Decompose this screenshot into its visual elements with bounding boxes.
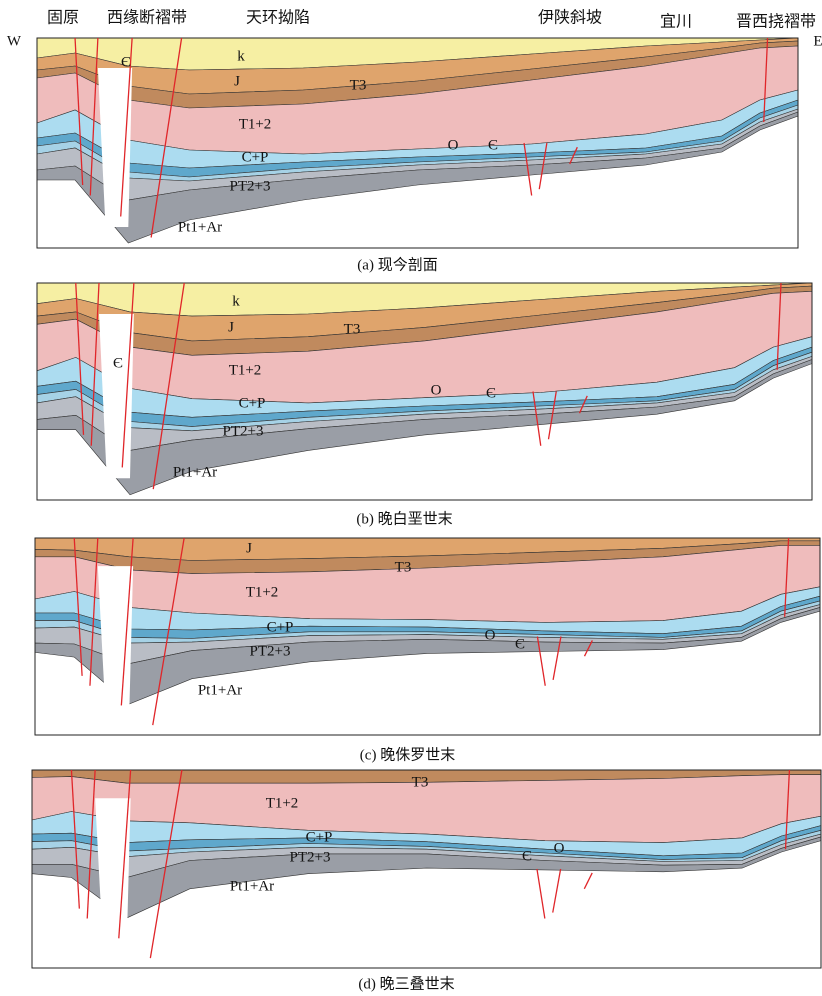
layer-label: T1+2 [239, 116, 272, 132]
layer-label: T3 [350, 77, 367, 93]
fault [763, 37, 769, 123]
layer-label: T1+2 [229, 362, 262, 378]
fault [121, 282, 135, 468]
region-label: 晋西挠褶带 [736, 12, 816, 31]
layer-label: k [237, 48, 245, 64]
region-label: 宜川 [660, 12, 692, 31]
fault [75, 282, 85, 435]
layer-label: T3 [344, 321, 361, 337]
fault [532, 391, 542, 446]
fault [86, 769, 96, 919]
layer-label: C+P [306, 829, 333, 845]
fault [150, 37, 183, 238]
section-frame [36, 282, 813, 501]
fault [547, 391, 557, 440]
layer-label: Є [488, 137, 498, 153]
layer-label: Є [522, 848, 532, 864]
section-frame [36, 37, 799, 249]
layer-label: T1+2 [246, 584, 279, 600]
layer-label: Є [486, 385, 496, 401]
layer-label: Pt1+Ar [198, 682, 242, 698]
layer-label: C+P [242, 149, 269, 165]
layer-label: O [485, 627, 496, 643]
layer-label: C+P [239, 395, 266, 411]
region-label: 西缘断褶带 [107, 8, 187, 27]
fault-gap [99, 314, 134, 479]
fault [74, 37, 84, 186]
layer-label: T3 [395, 559, 412, 575]
section-frame [34, 537, 821, 736]
fault [120, 537, 134, 706]
fault [583, 640, 593, 657]
fault [120, 37, 133, 217]
layer-label: J [234, 73, 240, 89]
fault [578, 395, 588, 414]
layer-label: C+P [267, 619, 294, 635]
fault [776, 282, 782, 370]
fault [73, 537, 83, 676]
layer-label: O [448, 137, 459, 153]
fault [784, 769, 791, 850]
fault [89, 37, 99, 196]
fault [149, 769, 183, 959]
region-label: 伊陕斜坡 [538, 8, 602, 27]
layer-label: Є [113, 355, 123, 371]
layer-label: T1+2 [266, 795, 299, 811]
fault [523, 142, 533, 196]
panel-caption: (a) 现今剖面 [357, 256, 437, 273]
layer-label: PT2+3 [290, 849, 331, 865]
layer-label: PT2+3 [223, 423, 264, 439]
layer-label: PT2+3 [230, 178, 271, 194]
fault [536, 868, 546, 919]
fault [569, 146, 578, 165]
panel-caption: (b) 晚白垩世末 [356, 510, 452, 527]
fault [552, 868, 562, 913]
layer-label: Pt1+Ar [173, 464, 217, 480]
direction-label: E [813, 33, 822, 49]
direction-label: W [7, 33, 22, 49]
layer-label: O [554, 840, 565, 856]
layer-label: Pt1+Ar [178, 219, 222, 235]
fault-gap [95, 798, 131, 949]
layer-label: PT2+3 [250, 643, 291, 659]
layer-label: O [431, 382, 442, 398]
layer-label: k [232, 293, 240, 309]
panel-caption: (c) 晚侏罗世末 [360, 746, 455, 763]
fault [552, 636, 562, 680]
fault [152, 537, 185, 726]
layer-label: J [228, 319, 234, 335]
fault [89, 537, 99, 686]
region-label: 天环拗陷 [246, 8, 310, 27]
fault [538, 142, 548, 190]
fault [536, 636, 546, 686]
fault [90, 282, 100, 446]
layer-label: Є [515, 636, 525, 652]
layer-label: Є [121, 54, 131, 70]
fault [784, 537, 790, 617]
fault [583, 872, 593, 890]
fault [70, 769, 80, 909]
layer-label: T3 [412, 774, 429, 790]
fault [118, 769, 132, 939]
fault [152, 282, 185, 490]
fault-gap [97, 566, 134, 716]
section-frame [31, 769, 822, 969]
panel-caption: (d) 晚三叠世末 [358, 975, 454, 992]
layer-label: Pt1+Ar [230, 878, 274, 894]
layer-label: J [246, 540, 252, 556]
region-label: 固原 [47, 8, 79, 27]
fault-gap [97, 68, 133, 227]
